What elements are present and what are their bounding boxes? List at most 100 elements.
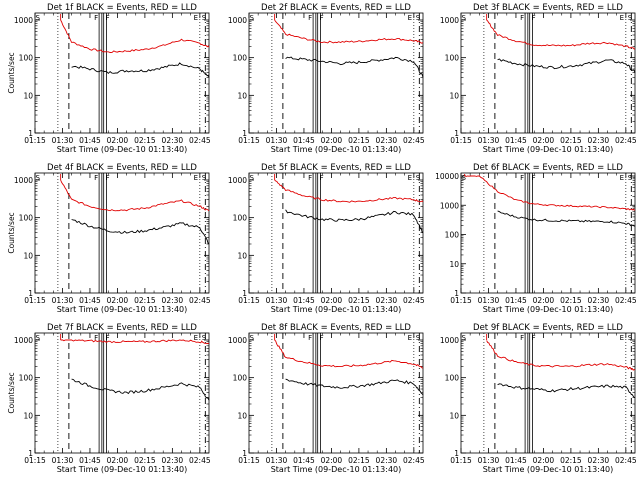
x-tick-label: 02:45 [615,296,637,305]
chart-panel-2: Det 2f BLACK = Events, RED = LLD 1 10 100 10… [228,3,425,154]
y-tick-label: 100 [445,54,460,63]
lld-series-line [486,340,636,371]
x-tick-label: 02:15 [560,136,582,145]
y-tick-label: 10 [449,91,459,100]
x-axis-label: Start Time (09-Dec-10 01:13:40) [57,305,188,314]
marker-label: F [308,14,312,22]
lld-series-line [274,339,424,369]
events-series-line [71,219,210,245]
x-tick-label: 02:15 [134,456,156,465]
x-tick-label: 01:15 [24,456,46,465]
lld-series-line [274,19,424,44]
marker-label: F [520,174,524,182]
marker-label: F [94,174,98,182]
x-tick-label: 01:15 [450,296,472,305]
y-tick-label: 100 [233,374,248,383]
x-tick-label: 02:45 [615,456,637,465]
marker-label: E [620,174,624,182]
marker-label: F [320,174,324,182]
marker-label: S [416,334,421,342]
y-tick-label: 10 [449,260,459,269]
marker-label: S [202,174,207,182]
y-tick-label: 1 [454,449,459,458]
x-axis-label: Start Time (09-Dec-10 01:13:40) [271,465,402,474]
x-tick-label: 01:45 [293,296,315,305]
marker-label: F [520,14,524,22]
x-tick-label: 02:15 [348,296,370,305]
x-tick-label: 02:45 [403,456,425,465]
y-tick-label: 100 [19,214,34,223]
x-tick-label: 01:45 [505,456,527,465]
y-tick-label: 10 [23,251,33,260]
marker-label: S [250,14,255,22]
lld-series-line [60,179,210,212]
chart-title: Det 9f BLACK = Events, RED = LLD [473,323,623,333]
marker-label: E [620,334,624,342]
x-axis-label: Start Time (09-Dec-10 01:13:40) [483,145,614,154]
x-tick-label: 02:30 [162,136,184,145]
x-tick-label: 02:00 [107,296,129,305]
plot-frame [34,12,210,134]
marker-label: F [320,334,324,342]
x-tick-label: 02:00 [533,296,555,305]
y-tick-label: 1 [242,449,247,458]
x-tick-label: 01:30 [266,456,288,465]
x-tick-label: 02:45 [189,136,211,145]
x-tick-label: 02:00 [533,136,555,145]
events-series-line [71,62,210,78]
lld-series-line [486,19,636,50]
x-tick-label: 02:30 [588,456,610,465]
x-tick-label: 02:45 [189,296,211,305]
events-series-line [497,383,636,398]
x-tick-label: 02:00 [321,456,343,465]
marker-label: F [106,334,110,342]
x-tick-label: 01:30 [52,456,74,465]
y-tick-label: 1 [454,289,459,298]
y-tick-label: 1000 [440,336,459,345]
x-tick-label: 02:15 [348,456,370,465]
chart-panel-5: Det 5f BLACK = Events, RED = LLD 1 10 100 10… [228,163,425,314]
chart-title: Det 7f BLACK = Events, RED = LLD [47,323,197,333]
x-tick-label: 01:30 [52,296,74,305]
y-tick-label: 10 [237,411,247,420]
x-tick-label: 01:15 [24,296,46,305]
y-axis-label: Counts/sec [7,212,16,253]
marker-label: F [308,334,312,342]
plot-frame [460,12,636,134]
y-axis-label: Counts/sec [7,372,16,413]
marker-label: S [628,174,633,182]
x-tick-label: 01:30 [52,136,74,145]
chart-title: Det 6f BLACK = Events, RED = LLD [473,163,623,173]
y-tick-label: 1000 [440,16,459,25]
x-tick-label: 01:15 [238,456,260,465]
marker-label: F [520,334,524,342]
marker-label: F [320,14,324,22]
y-tick-label: 10 [449,411,459,420]
x-tick-label: 01:45 [293,456,315,465]
plot-frame [460,172,636,294]
x-tick-label: 02:45 [189,456,211,465]
y-tick-label: 1000 [228,176,247,185]
y-tick-label: 100 [445,374,460,383]
chart-title: Det 1f BLACK = Events, RED = LLD [47,3,197,13]
y-tick-label: 1 [242,129,247,138]
marker-label: S [202,14,207,22]
x-tick-label: 01:30 [478,136,500,145]
chart-title: Det 3f BLACK = Events, RED = LLD [473,3,623,13]
lld-series-line [60,339,210,345]
y-tick-label: 1 [242,289,247,298]
chart-panel-8: Det 8f BLACK = Events, RED = LLD 1 10 100 10… [228,323,425,474]
marker-label: S [36,174,41,182]
marker-label: S [462,14,467,22]
marker-label: F [106,14,110,22]
x-tick-label: 01:45 [79,296,101,305]
y-tick-label: 100 [445,231,460,240]
x-axis-label: Start Time (09-Dec-10 01:13:40) [483,465,614,474]
events-series-line [285,378,424,396]
marker-label: S [462,334,467,342]
marker-label: F [532,334,536,342]
y-tick-label: 1000 [14,16,33,25]
chart-title: Det 8f BLACK = Events, RED = LLD [261,323,411,333]
